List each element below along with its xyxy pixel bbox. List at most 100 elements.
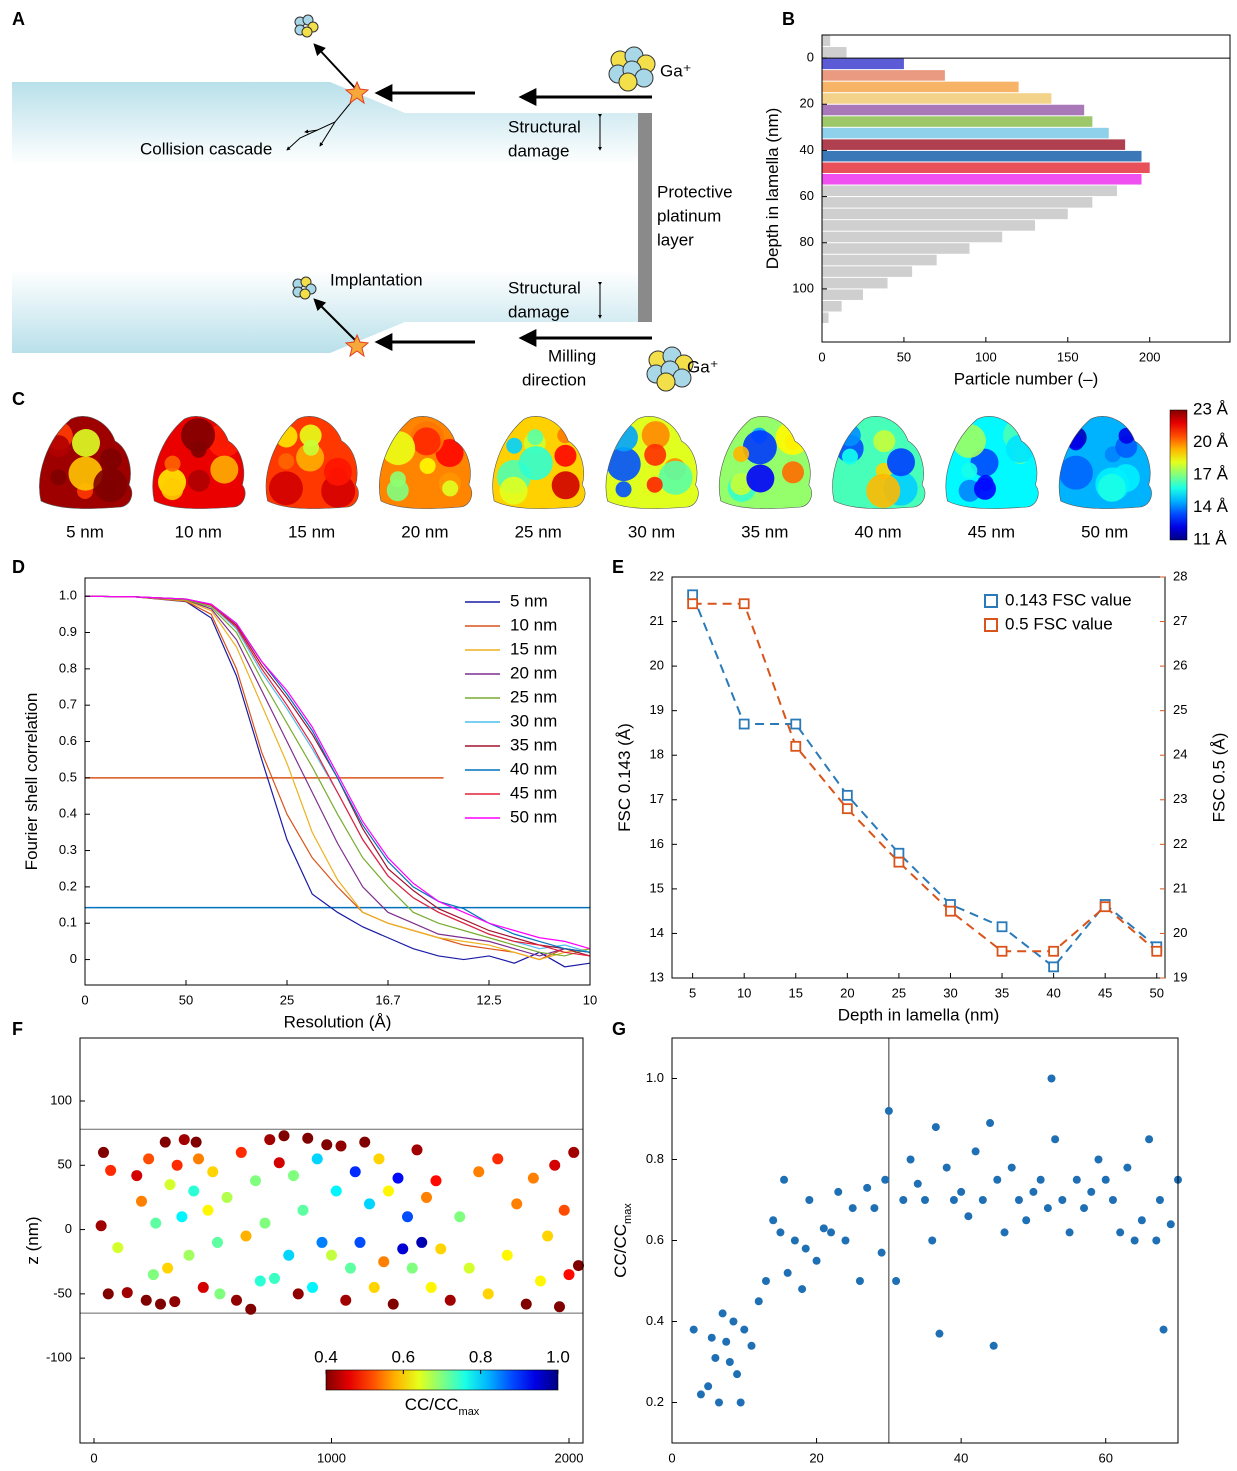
scatter-point xyxy=(406,1262,418,1274)
map-patch xyxy=(646,476,663,493)
x-tick-label: 30 xyxy=(943,985,957,1000)
x-tick-label: 25 xyxy=(892,985,906,1000)
y-tick-label: 0.6 xyxy=(59,733,77,748)
x-tick-label: 10 xyxy=(583,992,597,1007)
ion-label: Ga⁺ xyxy=(687,357,719,376)
map-patch xyxy=(303,439,320,456)
scatter-point xyxy=(729,1317,738,1326)
colorbar-label-text: CC/CC xyxy=(405,1395,459,1414)
map-label: 50 nm xyxy=(1081,522,1128,541)
scatter-point xyxy=(269,1272,281,1284)
scatter-point xyxy=(164,1179,176,1191)
y-tick-label: 0.9 xyxy=(59,624,77,639)
scatter-point xyxy=(931,1123,940,1132)
scatter-point xyxy=(1123,1163,1132,1172)
scatter-point xyxy=(1047,1074,1056,1083)
scatter-point xyxy=(311,1153,323,1165)
scatter-point xyxy=(297,1204,309,1216)
colorbar xyxy=(325,1369,559,1391)
x-tick-label: 5 xyxy=(689,985,696,1000)
scatter-point xyxy=(420,1191,432,1203)
legend-label: 25 nm xyxy=(510,687,557,706)
y-axis-label: Depth in lamella (nm) xyxy=(763,108,782,270)
y-tick-label: 100 xyxy=(792,280,814,295)
map-patch xyxy=(210,455,239,484)
histogram-bar xyxy=(822,312,829,324)
scatter-point xyxy=(558,1204,570,1216)
scatter-point xyxy=(435,1243,447,1255)
data-marker xyxy=(945,905,956,917)
series-line xyxy=(84,595,591,950)
scatter-point xyxy=(259,1217,271,1229)
scatter-point xyxy=(212,1236,224,1248)
damage-label: damage xyxy=(508,302,569,321)
scatter-point xyxy=(798,1285,807,1294)
scatter-point xyxy=(542,1230,554,1242)
scatter-point xyxy=(207,1166,219,1178)
histogram-bar xyxy=(822,81,1019,93)
scatter-point xyxy=(921,1196,929,1204)
scatter-point xyxy=(1108,1196,1117,1204)
data-marker xyxy=(738,718,750,730)
scatter-point xyxy=(1007,1163,1016,1172)
map-patch xyxy=(658,460,693,495)
colorbar-tick-label: 1.0 xyxy=(546,1347,570,1366)
scatter-point xyxy=(1130,1236,1139,1245)
legend-label: 45 nm xyxy=(510,783,557,802)
scatter-point xyxy=(964,1212,973,1221)
colorbar-label-sub: max xyxy=(459,1406,480,1418)
scatter-point xyxy=(754,1297,763,1306)
y-tick-label: 0.4 xyxy=(59,806,77,821)
scatter-point xyxy=(307,1281,319,1293)
y-tick-label: 17 xyxy=(650,791,664,806)
scatter-point xyxy=(147,1269,159,1281)
scatter-point xyxy=(397,1243,409,1255)
x-tick-label: 20 xyxy=(809,1450,823,1465)
y-tick-label: 16 xyxy=(650,836,664,851)
map-patch xyxy=(527,429,544,446)
scatter-point xyxy=(736,1398,745,1407)
scatter-point xyxy=(143,1153,155,1165)
scatter-point xyxy=(722,1337,731,1346)
histogram-bar xyxy=(822,243,970,254)
scatter-point xyxy=(159,1136,171,1148)
platinum-layer xyxy=(638,113,652,322)
scatter-point xyxy=(899,1196,908,1204)
data-marker xyxy=(790,740,802,752)
x-tick-label: 40 xyxy=(954,1450,968,1465)
scatter-point xyxy=(283,1249,295,1261)
plot-frame xyxy=(671,1037,1179,1444)
scatter-point xyxy=(993,1175,1002,1184)
scatter-point xyxy=(221,1191,233,1203)
scatter-point xyxy=(1043,1204,1052,1213)
scatter-point xyxy=(501,1249,513,1261)
series-line xyxy=(84,595,591,961)
scatter-point xyxy=(776,1228,785,1237)
scatter-point xyxy=(511,1198,523,1210)
scatter-point xyxy=(354,1236,366,1248)
legend-label: 0.143 FSC value xyxy=(1005,590,1132,609)
map-patch xyxy=(50,469,67,486)
map-label: 35 nm xyxy=(741,522,788,541)
map-patch xyxy=(275,425,298,448)
map-patch xyxy=(841,448,858,465)
scatter-point xyxy=(801,1244,810,1253)
y-tick-label: 0.4 xyxy=(646,1313,664,1328)
scatter-point xyxy=(292,1288,304,1300)
impact-star xyxy=(344,80,370,105)
y-tick-label: 0.2 xyxy=(646,1394,664,1409)
y-tick-label: 14 xyxy=(650,925,664,940)
scatter-point xyxy=(162,1262,174,1274)
collision-cascade-lines xyxy=(286,94,358,151)
scatter-point xyxy=(1036,1175,1045,1184)
scatter-point xyxy=(841,1236,850,1245)
scatter-point xyxy=(855,1277,864,1285)
legend-label: 0.5 FSC value xyxy=(1005,614,1113,633)
scatter-point xyxy=(1152,1236,1161,1245)
scatter-point xyxy=(714,1398,723,1407)
scatter-point xyxy=(430,1175,442,1187)
colorbar-label: 14 Å xyxy=(1193,497,1229,516)
map-patch xyxy=(299,424,322,447)
data-marker xyxy=(1048,945,1060,957)
scatter-point xyxy=(783,1268,792,1277)
